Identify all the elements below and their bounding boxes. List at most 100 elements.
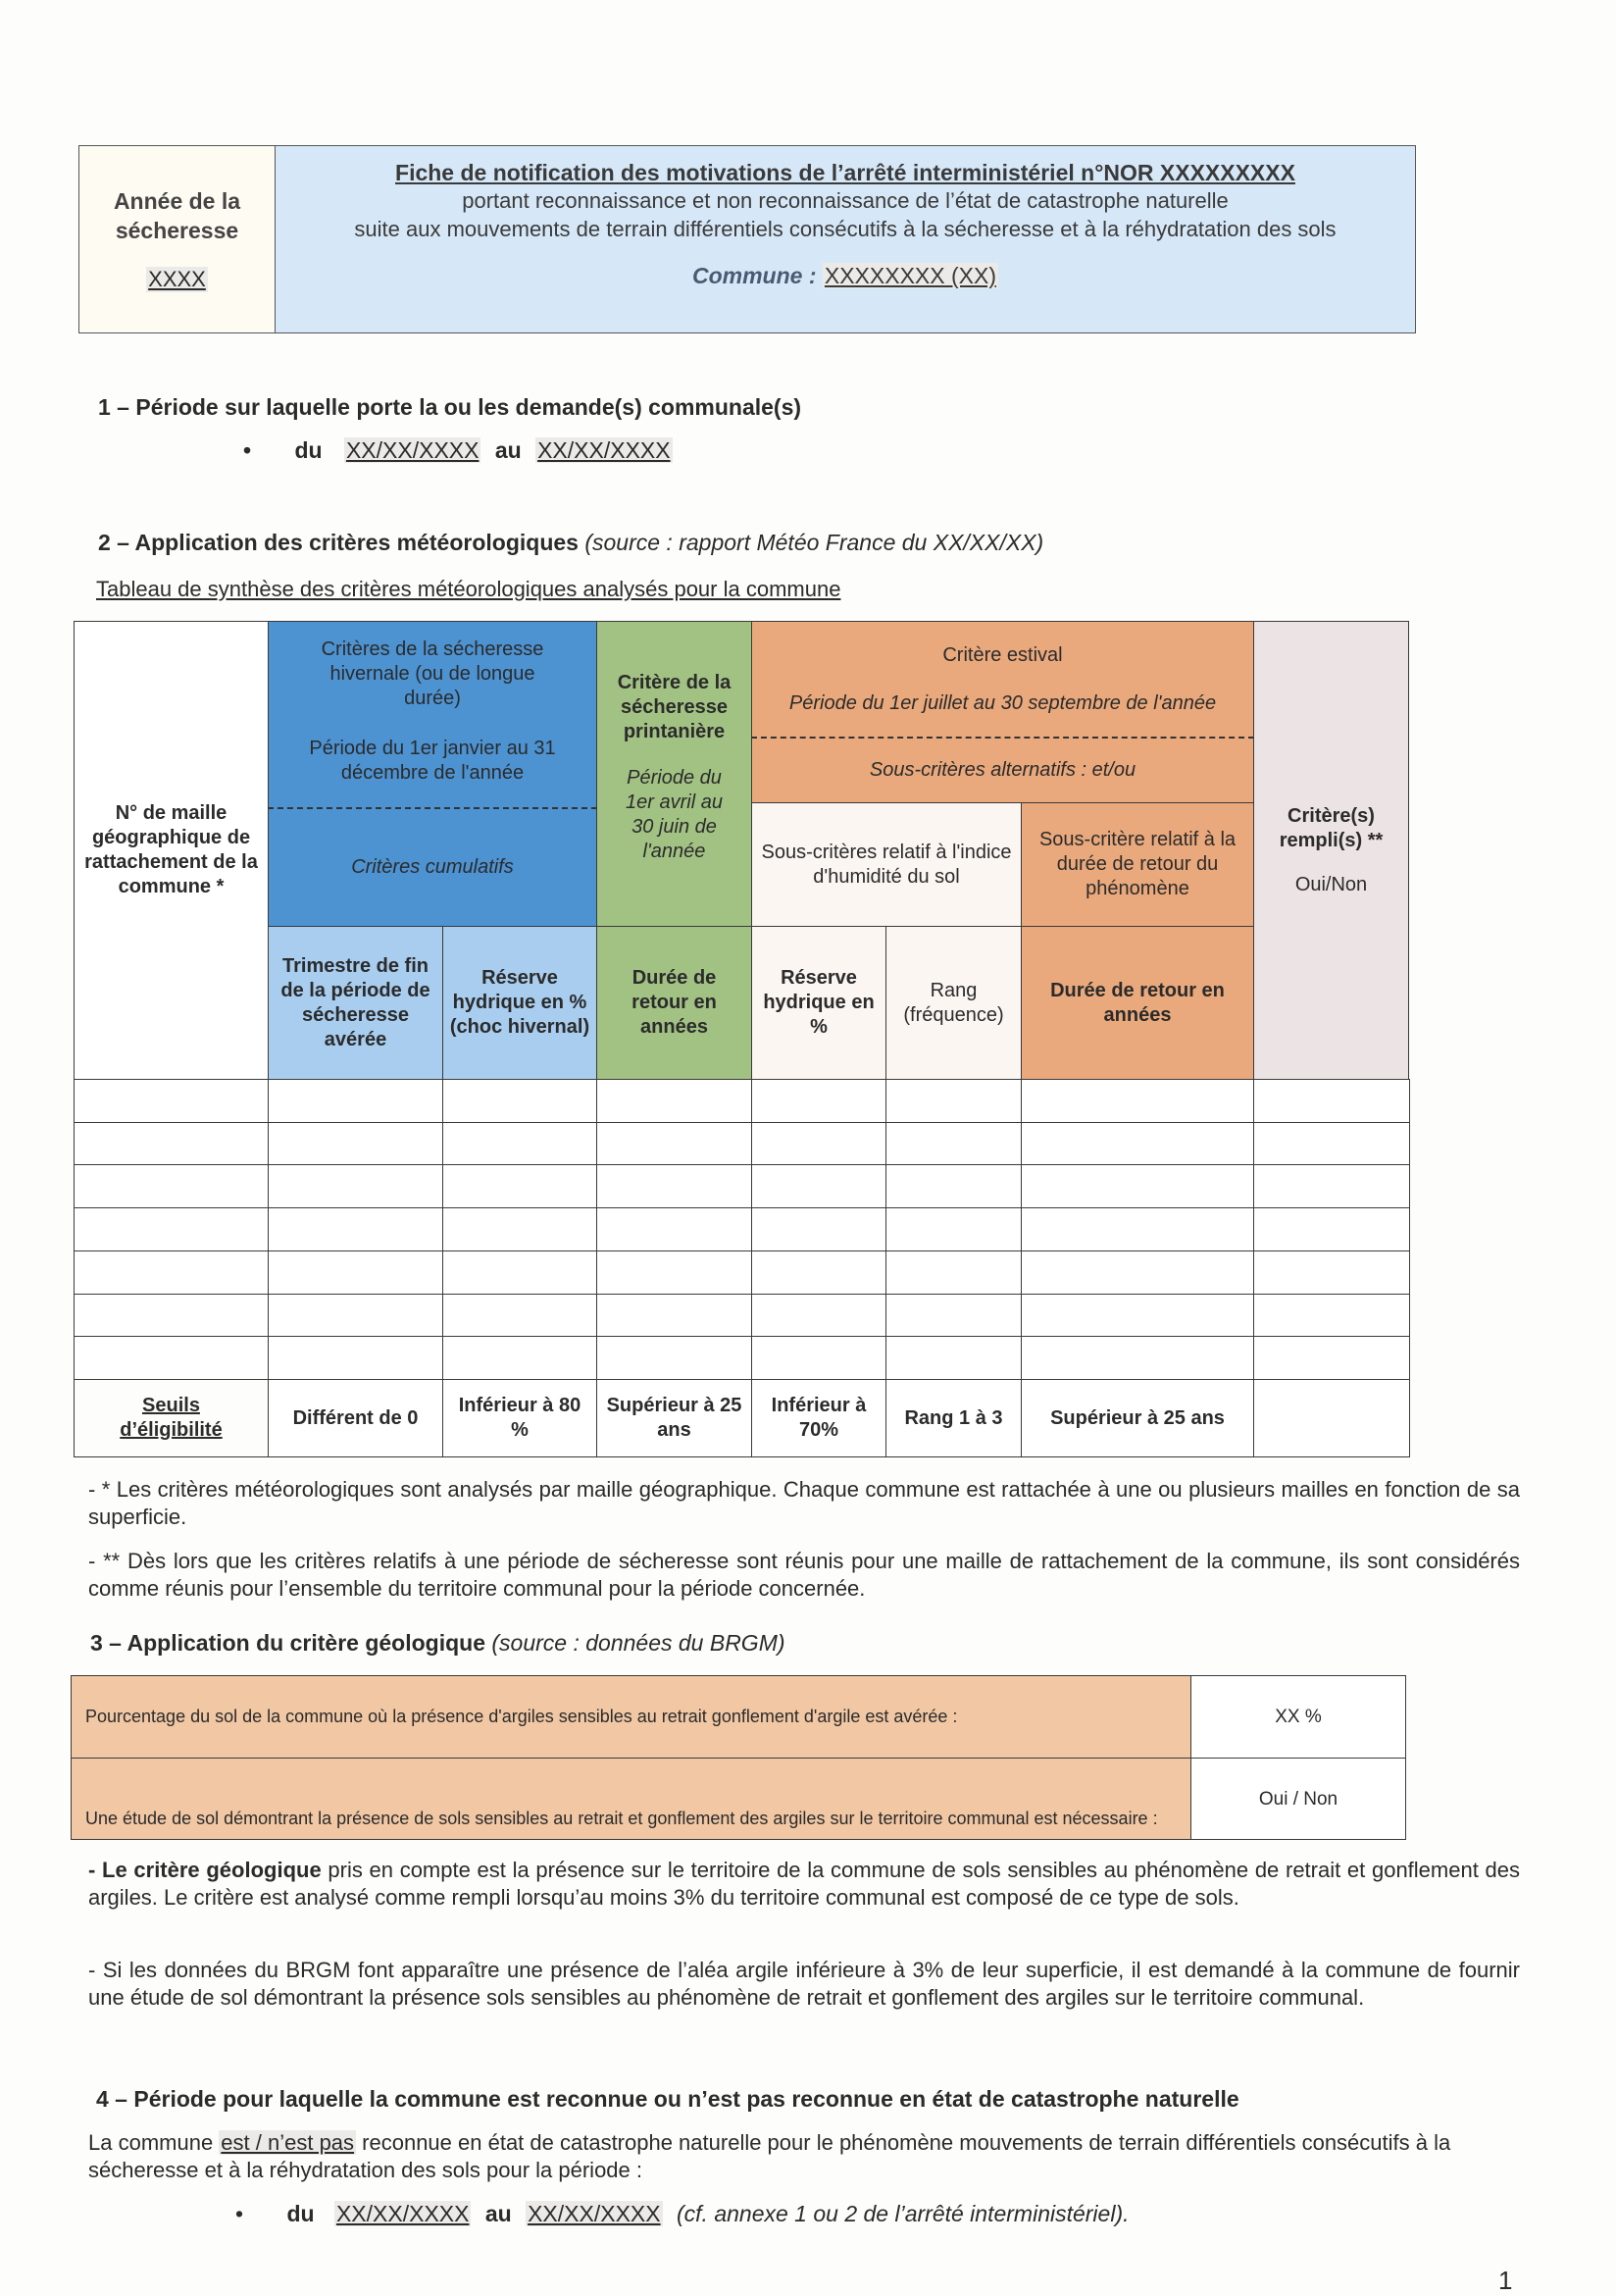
seuils-label-text: Seuils d’éligibilité bbox=[120, 1395, 223, 1441]
geo-para-1: - Le critère géologique pris en compte e… bbox=[88, 1857, 1520, 1912]
table-cell[interactable] bbox=[268, 1250, 443, 1295]
table-cell[interactable] bbox=[74, 1293, 269, 1338]
commune: Commune : XXXXXXXX (XX) bbox=[276, 263, 1415, 289]
seuil-value: Supérieur à 25 ans bbox=[596, 1379, 752, 1457]
seuil-value: Différent de 0 bbox=[268, 1379, 443, 1457]
table-cell[interactable] bbox=[1021, 1079, 1254, 1123]
table-cell[interactable] bbox=[596, 1336, 752, 1380]
table-cell[interactable] bbox=[1253, 1336, 1410, 1380]
table-cell[interactable] bbox=[751, 1121, 886, 1166]
commune-value: XXXXXXXX (XX) bbox=[822, 263, 998, 288]
table-cell[interactable] bbox=[885, 1079, 1022, 1123]
table-cell[interactable] bbox=[885, 1293, 1022, 1338]
hivernale-cumulatifs: Critères cumulatifs bbox=[268, 807, 597, 927]
table-cell[interactable] bbox=[1253, 1164, 1410, 1209]
seuil-value: Inférieur à 70% bbox=[751, 1379, 886, 1457]
date-from: XX/XX/XXXX bbox=[343, 437, 481, 463]
table-cell[interactable] bbox=[74, 1121, 269, 1166]
table-cell[interactable] bbox=[1021, 1336, 1254, 1380]
table-cell[interactable] bbox=[1021, 1293, 1254, 1338]
table-cell[interactable] bbox=[442, 1079, 597, 1123]
geo-row-1-value: XX % bbox=[1190, 1675, 1406, 1759]
table-cell[interactable] bbox=[1253, 1121, 1410, 1166]
table-cell[interactable] bbox=[74, 1336, 269, 1380]
table-cell[interactable] bbox=[442, 1250, 597, 1295]
table-cell[interactable] bbox=[442, 1164, 597, 1209]
table-cell[interactable] bbox=[268, 1336, 443, 1380]
hivernale-header: Critères de la sécheresse hivernale (ou … bbox=[268, 621, 597, 808]
table-cell[interactable] bbox=[268, 1293, 443, 1338]
hivernale-period: Période du 1er janvier au 31 décembre de… bbox=[309, 738, 556, 784]
table-cell[interactable] bbox=[74, 1207, 269, 1251]
year-value: XXXX bbox=[146, 267, 208, 292]
printaniere-title: Critère de la sécheresse printanière bbox=[617, 672, 732, 742]
table-cell[interactable] bbox=[885, 1207, 1022, 1251]
section-2-heading: 2 – Application des critères météorologi… bbox=[98, 530, 1043, 556]
table-cell[interactable] bbox=[442, 1207, 597, 1251]
table-cell[interactable] bbox=[268, 1121, 443, 1166]
table-cell[interactable] bbox=[1253, 1079, 1410, 1123]
table-cell[interactable] bbox=[751, 1207, 886, 1251]
table-cell[interactable] bbox=[1021, 1250, 1254, 1295]
table-cell[interactable] bbox=[1021, 1207, 1254, 1251]
cumulatifs-label: Critères cumulatifs bbox=[351, 856, 514, 878]
col-rang: Rang (fréquence) bbox=[885, 926, 1022, 1080]
seuils-label: Seuils d’éligibilité bbox=[74, 1379, 269, 1457]
rempli-header: Critère(s) rempli(s) ** Oui/Non bbox=[1253, 621, 1409, 1080]
percentage-value: XX % bbox=[1275, 1707, 1322, 1727]
table-cell[interactable] bbox=[885, 1164, 1022, 1209]
section-4-para: La commune est / n’est pas reconnue en é… bbox=[88, 2129, 1481, 2184]
table-cell[interactable] bbox=[596, 1207, 752, 1251]
table-cell[interactable] bbox=[1021, 1121, 1254, 1166]
table-cell[interactable] bbox=[751, 1250, 886, 1295]
table-cell[interactable] bbox=[596, 1164, 752, 1209]
geo-row-2-value[interactable]: Oui / Non bbox=[1190, 1758, 1406, 1840]
table-cell[interactable] bbox=[596, 1079, 752, 1123]
table-cell[interactable] bbox=[885, 1121, 1022, 1166]
table-cell[interactable] bbox=[442, 1293, 597, 1338]
table-cell[interactable] bbox=[74, 1079, 269, 1123]
table-cell[interactable] bbox=[268, 1079, 443, 1123]
maille-header: N° de maille géographique de rattachemen… bbox=[74, 621, 269, 1080]
geo-row-2-label: Une étude de sol démontrant la présence … bbox=[71, 1758, 1191, 1840]
seuil-value bbox=[1253, 1379, 1410, 1457]
table-cell[interactable] bbox=[1253, 1207, 1410, 1251]
table-cell[interactable] bbox=[596, 1293, 752, 1338]
etude-label: Une étude de sol démontrant la présence … bbox=[85, 1809, 1158, 1828]
section-1-period: • du XX/XX/XXXX au XX/XX/XXXX bbox=[243, 437, 673, 464]
col-reserve-hivernal: Réserve hydrique en % (choc hivernal) bbox=[442, 926, 597, 1080]
table-cell[interactable] bbox=[751, 1336, 886, 1380]
oui-non-value: Oui / Non bbox=[1258, 1788, 1338, 1810]
date-to: XX/XX/XXXX bbox=[535, 437, 673, 463]
table-cell[interactable] bbox=[74, 1250, 269, 1295]
col-reserve-estival: Réserve hydrique en % bbox=[751, 926, 886, 1080]
table-cell[interactable] bbox=[442, 1336, 597, 1380]
table-cell[interactable] bbox=[268, 1207, 443, 1251]
table-cell[interactable] bbox=[596, 1121, 752, 1166]
table-cell[interactable] bbox=[751, 1079, 886, 1123]
table-cell[interactable] bbox=[1253, 1250, 1410, 1295]
rang-label: Rang (fréquence) bbox=[903, 979, 1004, 1026]
table-cell[interactable] bbox=[74, 1164, 269, 1209]
table-cell[interactable] bbox=[596, 1250, 752, 1295]
estival-period: Période du 1er juillet au 30 septembre d… bbox=[788, 692, 1217, 714]
table-cell[interactable] bbox=[1021, 1164, 1254, 1209]
table-cell[interactable] bbox=[885, 1250, 1022, 1295]
table-cell[interactable] bbox=[751, 1164, 886, 1209]
au-label: au bbox=[484, 2201, 512, 2226]
col-trimestre: Trimestre de fin de la période de sécher… bbox=[268, 926, 443, 1080]
date-to: XX/XX/XXXX bbox=[526, 2201, 663, 2226]
seuil-value: Supérieur à 25 ans bbox=[1021, 1379, 1254, 1457]
year-label: Année de la sécheresse bbox=[113, 188, 241, 243]
col-duree-printaniere: Durée de retour en années bbox=[596, 926, 752, 1080]
table-title: Tableau de synthèse des critères météoro… bbox=[96, 577, 841, 601]
table-cell[interactable] bbox=[1253, 1293, 1410, 1338]
table-cell[interactable] bbox=[442, 1121, 597, 1166]
table-cell[interactable] bbox=[268, 1164, 443, 1209]
page-number: 1 bbox=[1498, 2266, 1513, 2295]
section-3-heading: 3 – Application du critère géologique (s… bbox=[90, 1630, 785, 1657]
table-cell[interactable] bbox=[751, 1293, 886, 1338]
section-2-source: (source : rapport Météo France du XX/XX/… bbox=[584, 530, 1044, 555]
table-cell[interactable] bbox=[885, 1336, 1022, 1380]
geo-para-2: - Si les données du BRGM font apparaître… bbox=[88, 1958, 1520, 2010]
